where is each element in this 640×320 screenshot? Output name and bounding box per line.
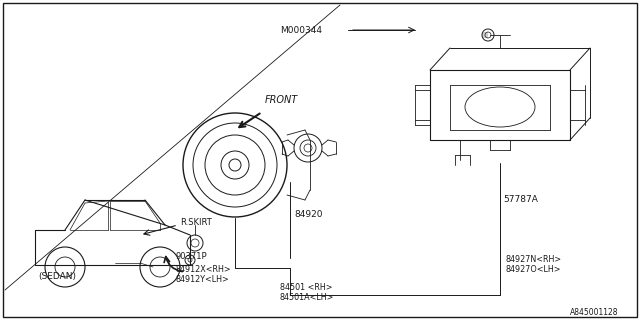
- Text: 57787A: 57787A: [503, 195, 538, 204]
- Text: A845001128: A845001128: [570, 308, 618, 317]
- Text: 84920: 84920: [294, 210, 323, 219]
- Text: 84912X<RH>
84912Y<LH>: 84912X<RH> 84912Y<LH>: [176, 265, 232, 284]
- Text: FRONT: FRONT: [265, 95, 298, 105]
- Text: 84501 <RH>
84501A<LH>: 84501 <RH> 84501A<LH>: [280, 283, 334, 302]
- Text: 84927N<RH>
84927O<LH>: 84927N<RH> 84927O<LH>: [505, 255, 561, 275]
- Text: M000344: M000344: [280, 26, 322, 35]
- Text: R.SKIRT: R.SKIRT: [180, 218, 212, 227]
- Text: (SEDAN): (SEDAN): [38, 272, 76, 281]
- Text: 90371P: 90371P: [175, 252, 207, 261]
